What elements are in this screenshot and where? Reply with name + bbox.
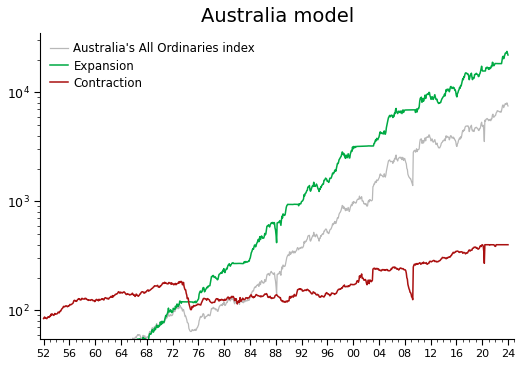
Expansion	[304, 188, 311, 193]
Contraction	[416, 261, 423, 265]
Contraction	[150, 285, 156, 289]
Expansion	[150, 330, 156, 335]
Australia's All Ordinaries index	[210, 305, 216, 310]
Contraction	[479, 243, 485, 247]
Australia's All Ordinaries index	[505, 104, 511, 108]
Contraction	[235, 300, 241, 304]
Contraction	[44, 317, 50, 321]
Australia's All Ordinaries index	[235, 300, 241, 304]
Contraction	[58, 309, 64, 313]
Contraction	[304, 287, 311, 291]
Australia's All Ordinaries index	[150, 329, 156, 333]
Expansion	[505, 53, 511, 57]
Expansion	[416, 104, 423, 109]
Contraction	[505, 243, 511, 247]
Title: Australia model: Australia model	[201, 7, 354, 26]
Contraction	[210, 300, 216, 305]
Contraction	[40, 316, 47, 321]
Legend: Australia's All Ordinaries index, Expansion, Contraction: Australia's All Ordinaries index, Expans…	[46, 39, 259, 93]
Expansion	[210, 273, 216, 277]
Australia's All Ordinaries index	[504, 101, 510, 105]
Line: Contraction: Contraction	[43, 245, 508, 319]
Australia's All Ordinaries index	[416, 146, 423, 151]
Expansion	[235, 261, 241, 266]
Line: Australia's All Ordinaries index: Australia's All Ordinaries index	[43, 103, 508, 366]
Australia's All Ordinaries index	[304, 237, 311, 241]
Line: Expansion: Expansion	[43, 51, 508, 366]
Expansion	[504, 49, 510, 53]
